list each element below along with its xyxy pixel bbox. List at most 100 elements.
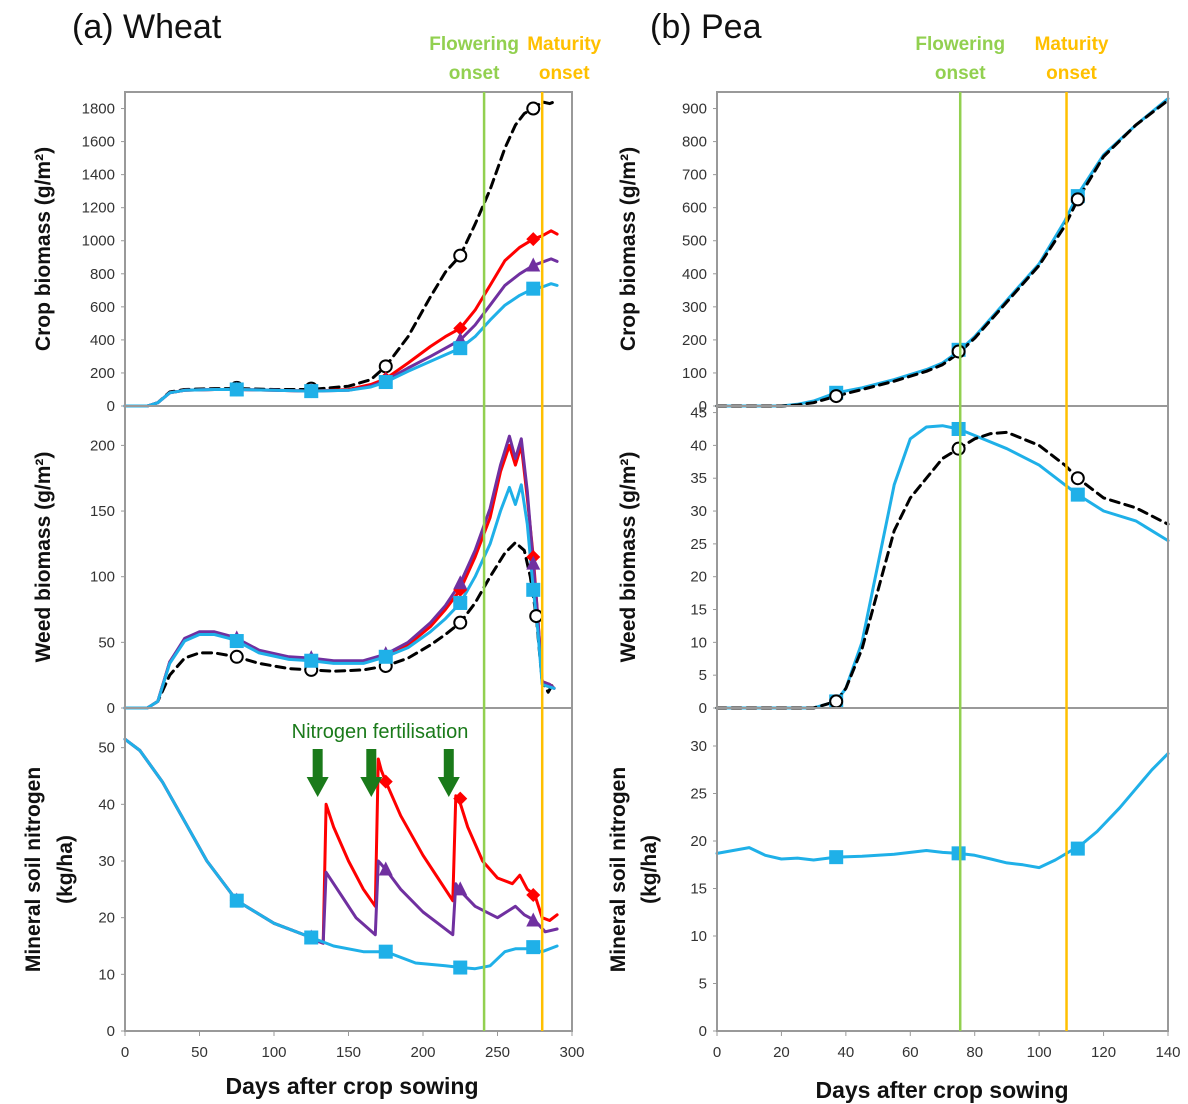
data-point-square	[1070, 841, 1085, 856]
x-tick-label: 150	[336, 1044, 361, 1061]
data-point-diamond	[526, 888, 541, 902]
series-line	[123, 737, 559, 971]
panel-1: 0 50 100 150 200 Weed biomass (g/m²)	[32, 405, 573, 717]
y-tick-label: 400	[90, 332, 115, 349]
phase-label-sub: onset	[539, 63, 590, 84]
panel-frame	[124, 91, 573, 407]
y-tick-label: 1000	[82, 233, 115, 250]
data-point-diamond	[378, 774, 393, 789]
data-point-circle	[453, 248, 468, 263]
y-tick-label: 100	[682, 365, 707, 382]
data-point-circle	[229, 649, 244, 664]
series-line	[715, 752, 1170, 870]
x-tick-label: 40	[838, 1044, 855, 1061]
fertilisation-arrow-head	[437, 777, 460, 797]
data-point-square	[951, 421, 966, 436]
panel-title: (a) Wheat	[72, 8, 222, 46]
x-tick-label: 0	[121, 1044, 129, 1061]
y-tick-label: 20	[690, 569, 707, 586]
y-tick-label: 800	[90, 266, 115, 283]
data-point-triangle	[526, 555, 541, 570]
phase-label: Maturity	[1035, 34, 1109, 55]
data-point-square	[229, 634, 244, 649]
panel-frame	[716, 405, 1169, 709]
data-point-triangle	[378, 861, 393, 876]
series-line	[715, 97, 1170, 408]
y-tick-label: 20	[690, 833, 707, 850]
data-point-square	[453, 960, 468, 975]
data-point-triangle	[453, 575, 468, 590]
phase-label: Flowering	[915, 34, 1005, 55]
panel-frame	[716, 707, 1169, 1032]
data-point-square	[526, 582, 541, 597]
y-axis-label: Weed biomass (g/m²)	[32, 452, 55, 663]
chart-wheat: (a) Wheat0200400600800100012001400160018…	[22, 8, 602, 1099]
data-point-circle	[1070, 471, 1085, 486]
data-point-square	[526, 940, 541, 955]
y-tick-label: 45	[690, 405, 707, 422]
y-tick-label: 10	[690, 928, 707, 945]
series-line	[715, 98, 1170, 408]
y-tick-label: 0	[699, 700, 707, 717]
y-tick-label: 900	[682, 101, 707, 118]
y-axis-label-unit: (kg/ha)	[54, 835, 77, 904]
data-point-square	[304, 930, 319, 945]
phase-label: Flowering	[429, 34, 519, 55]
y-tick-label: 25	[690, 536, 707, 553]
y-axis-label-unit: (kg/ha)	[638, 835, 661, 904]
y-tick-label: 40	[98, 796, 115, 813]
y-tick-label: 200	[682, 332, 707, 349]
y-tick-label: 0	[699, 398, 707, 415]
x-tick-label: 120	[1091, 1044, 1116, 1061]
y-tick-label: 1600	[82, 134, 115, 151]
fertilisation-arrow-shaft	[366, 749, 377, 777]
data-point-square	[378, 375, 393, 390]
x-tick-label: 300	[559, 1044, 584, 1061]
fertilisation-arrow-shaft	[443, 749, 454, 777]
y-axis-label: Mineral soil nitrogen	[607, 767, 630, 972]
y-tick-label: 30	[690, 738, 707, 755]
panel-frame	[124, 707, 573, 1032]
data-point-square	[304, 653, 319, 668]
y-tick-label: 0	[107, 1023, 115, 1040]
y-tick-label: 1800	[82, 101, 115, 118]
series-line	[123, 443, 556, 710]
data-point-square	[453, 341, 468, 356]
series-line	[715, 424, 1170, 710]
y-axis-label: Crop biomass (g/m²)	[617, 147, 640, 351]
y-axis-label: Mineral soil nitrogen	[22, 767, 45, 972]
x-tick-label: 80	[966, 1044, 983, 1061]
x-tick-label: 100	[261, 1044, 286, 1061]
y-tick-label: 200	[90, 365, 115, 382]
y-tick-label: 0	[107, 700, 115, 717]
data-point-square	[229, 382, 244, 397]
data-point-square	[378, 944, 393, 959]
y-tick-label: 600	[682, 200, 707, 217]
chart-pea: (b) Pea0100200300400500600700800900Crop …	[607, 8, 1181, 1103]
y-tick-label: 400	[682, 266, 707, 283]
x-tick-label: 250	[485, 1044, 510, 1061]
y-tick-label: 300	[682, 299, 707, 316]
x-tick-label: 60	[902, 1044, 919, 1061]
series-line	[123, 483, 556, 710]
x-axis-label: Days after crop sowing	[815, 1077, 1068, 1103]
fertilisation-arrow-shaft	[312, 749, 323, 777]
y-tick-label: 15	[690, 602, 707, 619]
data-point-diamond	[453, 791, 468, 806]
y-tick-label: 30	[690, 503, 707, 520]
y-tick-label: 150	[90, 503, 115, 520]
data-point-circle	[951, 344, 966, 359]
data-point-triangle	[453, 881, 468, 896]
y-tick-label: 40	[690, 437, 707, 454]
data-point-circle	[1070, 192, 1085, 207]
data-point-square	[526, 281, 541, 296]
y-tick-label: 200	[90, 437, 115, 454]
phase-label-sub: onset	[1046, 63, 1097, 84]
series-line	[123, 434, 556, 710]
x-axis-label: Days after crop sowing	[225, 1073, 478, 1099]
y-tick-label: 600	[90, 299, 115, 316]
data-point-circle	[453, 615, 468, 630]
annotation-text: Nitrogen fertilisation	[292, 721, 469, 743]
x-tick-label: 100	[1027, 1044, 1052, 1061]
